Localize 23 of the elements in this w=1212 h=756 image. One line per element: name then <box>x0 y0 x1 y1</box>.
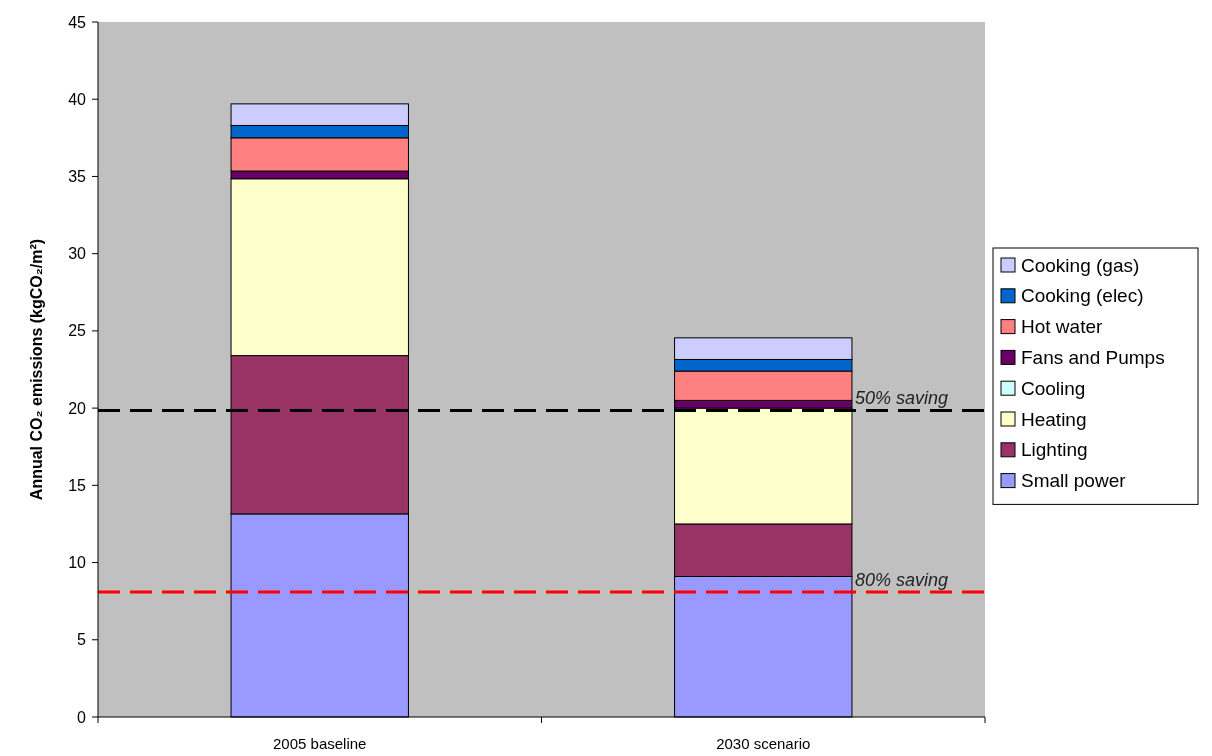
legend-label: Heating <box>1021 408 1087 430</box>
legend-label: Cooking (elec) <box>1021 285 1144 307</box>
y-tick-label: 30 <box>68 245 87 263</box>
ref-line-label: 50% saving <box>855 388 949 409</box>
x-tick-label: 2030 scenario <box>716 735 811 752</box>
legend-label: Small power <box>1021 470 1127 492</box>
legend-label: Cooling <box>1021 377 1086 399</box>
y-tick-label: 35 <box>68 168 87 186</box>
legend-label: Cooking (gas) <box>1021 254 1140 276</box>
ref-line-label: 80% saving <box>855 569 949 590</box>
y-tick-label: 10 <box>68 554 87 572</box>
y-tick-label: 20 <box>68 399 87 417</box>
y-axis-title: Annual CO₂ emissions (kgCO₂/m²) <box>28 238 45 501</box>
y-tick-label: 40 <box>68 90 87 108</box>
y-tick-label: 0 <box>77 708 87 726</box>
legend-label: Hot water <box>1021 316 1103 338</box>
y-tick-label: 5 <box>77 631 87 649</box>
legend-label: Fans and Pumps <box>1021 347 1165 369</box>
y-tick-label: 45 <box>68 13 87 31</box>
legend-label: Lighting <box>1021 439 1088 461</box>
x-tick-label: 2005 baseline <box>273 735 367 752</box>
y-tick-label: 15 <box>68 476 87 494</box>
y-tick-label: 25 <box>68 322 87 340</box>
